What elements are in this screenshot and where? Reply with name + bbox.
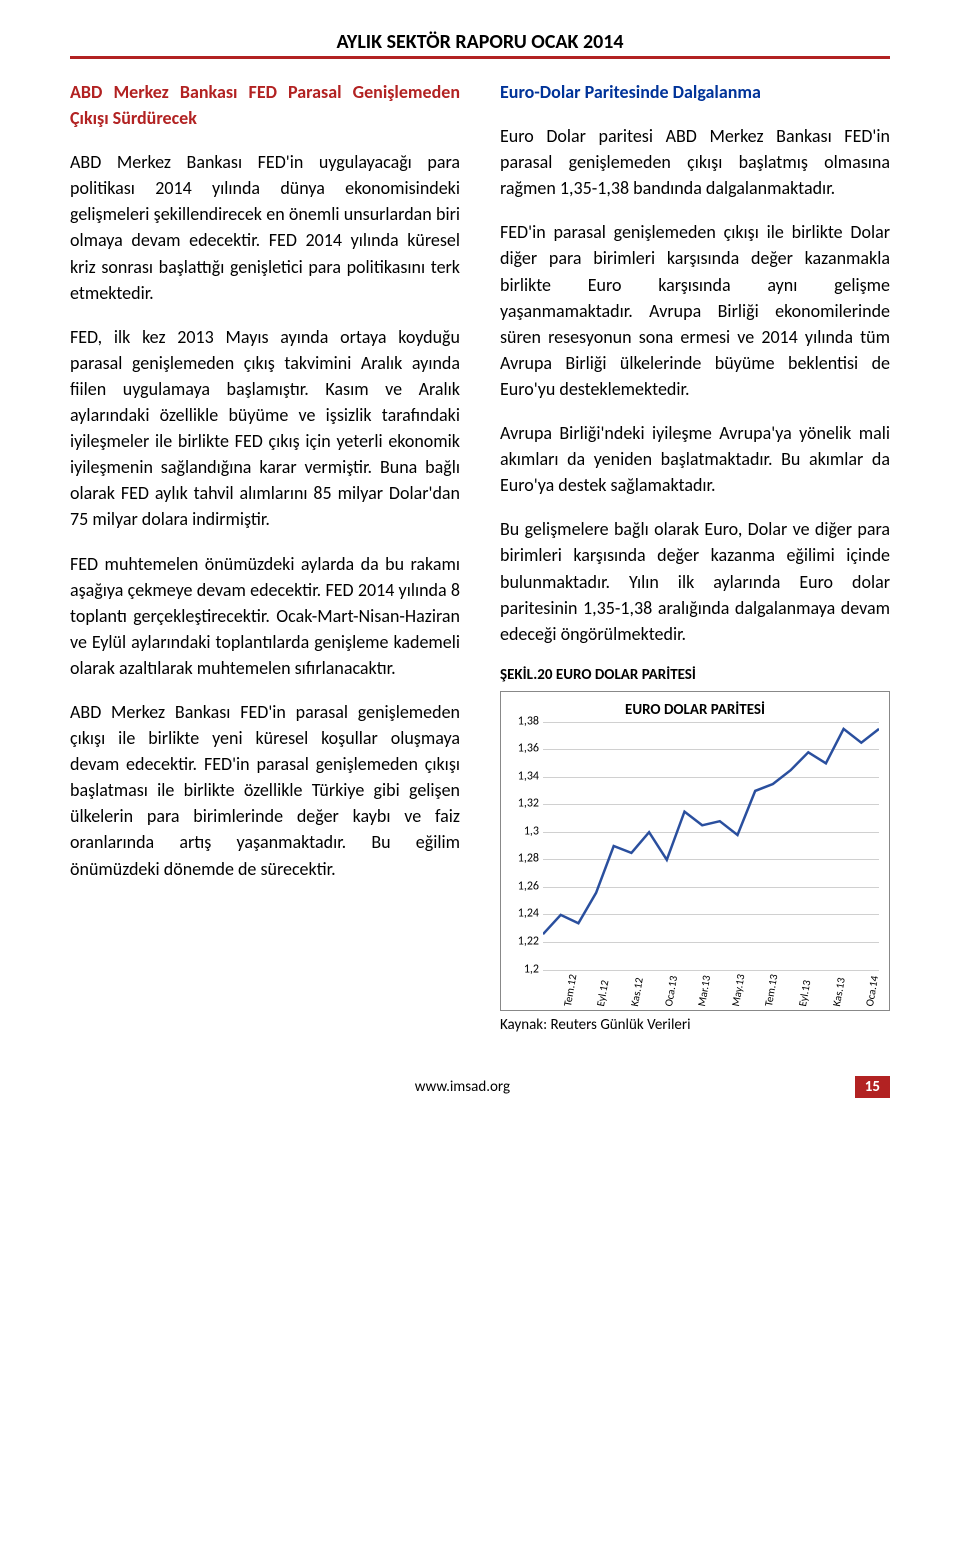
- left-column: ABD Merkez Bankası FED Parasal Genişleme…: [70, 79, 460, 1036]
- content-columns: ABD Merkez Bankası FED Parasal Genişleme…: [70, 79, 890, 1036]
- footer-page-number: 15: [855, 1076, 890, 1098]
- right-p3: Avrupa Birliği'ndeki iyileşme Avrupa'ya …: [500, 420, 890, 498]
- right-p1: Euro Dolar paritesi ABD Merkez Bankası F…: [500, 123, 890, 201]
- chart-xtick: Kas.12: [627, 976, 648, 1007]
- left-p2: FED, ilk kez 2013 Mayıs ayında ortaya ko…: [70, 324, 460, 533]
- right-heading: Euro-Dolar Paritesinde Dalgalanma: [500, 79, 890, 105]
- chart-source: Kaynak: Reuters Günlük Verileri: [500, 1015, 890, 1037]
- chart-xtick: May.13: [728, 972, 749, 1007]
- chart-ytick: 1,38: [503, 713, 539, 730]
- chart-xtick: Oca.14: [862, 974, 883, 1007]
- chart-xtick: Kas.13: [829, 976, 850, 1007]
- left-heading: ABD Merkez Bankası FED Parasal Genişleme…: [70, 79, 460, 131]
- chart-ytick: 1,34: [503, 768, 539, 785]
- report-header: AYLIK SEKTÖR RAPORU OCAK 2014: [70, 30, 890, 56]
- page-footer: www.imsad.org 15: [70, 1076, 890, 1098]
- footer-url: www.imsad.org: [415, 1078, 510, 1096]
- left-p1: ABD Merkez Bankası FED'in uygulayacağı p…: [70, 149, 460, 306]
- left-p3: FED muhtemelen önümüzdeki aylarda da bu …: [70, 551, 460, 681]
- chart-ytick: 1,3: [503, 823, 539, 840]
- chart-xtick: Tem.12: [560, 972, 581, 1007]
- chart-ytick: 1,26: [503, 878, 539, 895]
- right-p2: FED'in parasal genişlemeden çıkışı ile b…: [500, 219, 890, 402]
- chart-ytick: 1,24: [503, 906, 539, 923]
- euro-dollar-chart: EURO DOLAR PARİTESİ 1,2 1,22 1,24 1,26 1,28 1…: [500, 691, 890, 1011]
- chart-xtick: Eyl.12: [593, 978, 613, 1007]
- right-p4: Bu gelişmelere bağlı olarak Euro, Dolar …: [500, 516, 890, 646]
- chart-caption: ŞEKİL.20 EURO DOLAR PARİTESİ: [500, 665, 890, 687]
- chart-ytick: 1,22: [503, 933, 539, 950]
- chart-xtick: Tem.13: [761, 972, 782, 1007]
- chart-ytick: 1,32: [503, 795, 539, 812]
- chart-xtick: Eyl.13: [795, 978, 815, 1007]
- chart-ytick: 1,28: [503, 851, 539, 868]
- chart-ytick: 1,2: [503, 961, 539, 978]
- chart-ytick: 1,36: [503, 740, 539, 757]
- chart-title: EURO DOLAR PARİTESİ: [509, 700, 881, 722]
- chart-xtick: Oca.13: [661, 974, 682, 1007]
- chart-xtick: Mar.13: [694, 974, 715, 1008]
- right-column: Euro-Dolar Paritesinde Dalgalanma Euro D…: [500, 79, 890, 1036]
- left-p4: ABD Merkez Bankası FED'in parasal genişl…: [70, 699, 460, 882]
